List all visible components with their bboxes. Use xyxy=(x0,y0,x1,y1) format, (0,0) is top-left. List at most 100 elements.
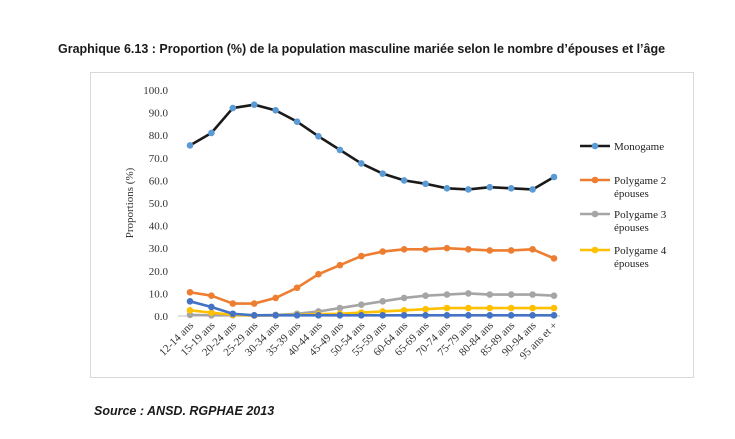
legend-label: Polygame 4 xyxy=(614,245,667,257)
data-point xyxy=(272,294,279,302)
data-point xyxy=(443,312,451,319)
data-point xyxy=(550,304,558,312)
data-point xyxy=(465,304,472,312)
data-point xyxy=(336,304,344,312)
data-point xyxy=(357,312,365,319)
data-point xyxy=(186,298,194,305)
data-point xyxy=(315,270,322,278)
data-point xyxy=(400,294,408,302)
data-point xyxy=(486,291,494,298)
data-point xyxy=(379,248,387,255)
y-tick-label: 80.0 xyxy=(149,130,169,142)
y-tick-label: 0.0 xyxy=(154,311,168,323)
data-point xyxy=(293,284,301,292)
data-point xyxy=(272,312,279,319)
data-point xyxy=(550,255,558,262)
data-point xyxy=(422,305,429,313)
legend-label: Monogame xyxy=(614,141,664,153)
data-point xyxy=(486,304,494,312)
data-point xyxy=(186,142,194,149)
data-point xyxy=(379,298,387,305)
data-point xyxy=(422,180,429,188)
data-point xyxy=(400,312,408,319)
data-point xyxy=(422,292,429,299)
y-tick-label: 30.0 xyxy=(149,243,169,255)
legend-label: épouses xyxy=(614,258,649,270)
series-line xyxy=(189,300,554,317)
legend-label: épouses xyxy=(614,188,649,200)
source-note: Source : ANSD. RGPHAE 2013 xyxy=(94,404,275,418)
series-line xyxy=(189,246,555,305)
data-point xyxy=(293,118,301,125)
data-point xyxy=(550,173,558,181)
y-tick-label: 90.0 xyxy=(149,108,169,120)
legend-swatch-marker xyxy=(591,210,599,218)
y-tick-label: 50.0 xyxy=(149,198,169,210)
data-point xyxy=(465,186,472,193)
data-point xyxy=(400,246,408,253)
data-point xyxy=(443,185,451,192)
chart-title: Graphique 6.13 : Proportion (%) de la po… xyxy=(58,42,666,56)
data-point xyxy=(250,312,258,319)
data-point xyxy=(465,290,472,297)
data-point xyxy=(357,160,365,167)
data-point xyxy=(315,133,322,140)
y-tick-label: 60.0 xyxy=(149,175,169,187)
chart-frame xyxy=(90,72,694,378)
series-lines xyxy=(189,103,555,317)
legend-swatch-marker xyxy=(591,142,599,150)
data-point xyxy=(507,312,515,319)
data-point xyxy=(400,177,408,184)
series-markers xyxy=(186,101,558,319)
data-point xyxy=(229,104,237,112)
data-point xyxy=(486,183,494,191)
data-point xyxy=(529,186,536,193)
data-point xyxy=(379,312,387,319)
data-point xyxy=(336,261,344,269)
data-point xyxy=(379,170,387,177)
data-point xyxy=(443,244,451,252)
data-point xyxy=(400,307,408,314)
y-tick-label: 10.0 xyxy=(149,288,169,300)
data-point xyxy=(315,312,322,319)
legend-swatch-marker xyxy=(591,176,599,184)
data-point xyxy=(443,304,451,312)
legend-label: Polygame 2 xyxy=(614,175,666,187)
data-point xyxy=(529,246,536,253)
y-tick-label: 70.0 xyxy=(149,153,169,165)
legend-label: épouses xyxy=(614,222,649,234)
series-line xyxy=(189,103,555,191)
y-axis-labels: 0.0 10.0 20.0 30.0 40.0 50.0 60.0 70.0 80.0 90.0 1… xyxy=(143,85,168,323)
data-point xyxy=(208,292,215,299)
data-point xyxy=(357,301,365,309)
legend-swatch-marker xyxy=(591,246,599,254)
data-point xyxy=(336,312,344,319)
data-point xyxy=(272,107,279,114)
data-point xyxy=(250,101,258,108)
data-point xyxy=(357,252,365,260)
data-point xyxy=(250,300,258,307)
y-tick-label: 100.0 xyxy=(143,85,168,97)
data-point xyxy=(465,312,472,319)
data-point xyxy=(486,247,494,254)
data-point xyxy=(443,291,451,298)
data-point xyxy=(293,312,301,319)
data-point xyxy=(529,291,536,298)
data-point xyxy=(486,312,494,319)
y-axis-title: Proportions (%) xyxy=(124,167,136,238)
data-point xyxy=(507,185,515,192)
data-point xyxy=(186,288,194,296)
data-point xyxy=(507,247,515,254)
data-point xyxy=(208,303,215,311)
data-point xyxy=(550,312,558,319)
data-point xyxy=(229,300,237,307)
data-point xyxy=(208,129,215,137)
data-point xyxy=(507,291,515,298)
y-tick-label: 20.0 xyxy=(149,266,169,278)
data-point xyxy=(186,311,194,319)
data-point xyxy=(507,304,515,312)
data-point xyxy=(422,312,429,319)
